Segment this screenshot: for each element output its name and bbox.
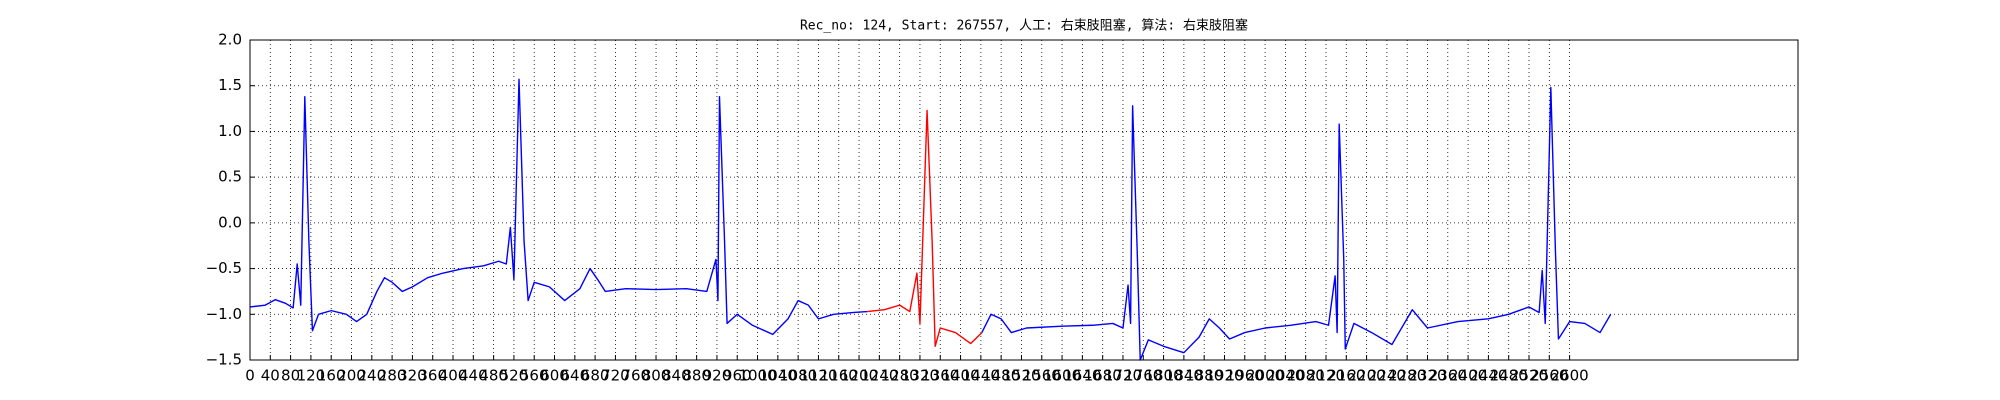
x-tick-label: 1000 <box>738 367 776 385</box>
x-tick-label: 160 <box>317 367 346 385</box>
x-tick-label: 120 <box>297 367 326 385</box>
x-tick-label: 1280 <box>881 367 919 385</box>
y-tick-label: 2.0 <box>218 31 242 49</box>
x-tick-label: 1840 <box>1165 367 1203 385</box>
chart-title: Rec_no: 124, Start: 267557, 人工: 右束肢阻塞, 算… <box>800 18 1248 34</box>
x-tick-label: 520 <box>500 367 529 385</box>
x-tick-label: 240 <box>357 367 386 385</box>
x-tick-label: 1400 <box>941 367 979 385</box>
y-tick-label: −1.5 <box>206 351 242 369</box>
x-tick-label: 1960 <box>1226 367 1264 385</box>
x-tick-label: 1800 <box>1144 367 1182 385</box>
x-tick-label: 1600 <box>1043 367 1081 385</box>
y-tick-label: 0.0 <box>218 213 242 231</box>
x-tick-label: 1440 <box>962 367 1000 385</box>
x-tick-label: 2400 <box>1449 367 1487 385</box>
x-tick-label: 640 <box>561 367 590 385</box>
plot-frame <box>249 39 1799 361</box>
x-tick-label: 1560 <box>1023 367 1061 385</box>
x-tick-label: 1760 <box>1124 367 1162 385</box>
x-tick-label: 1920 <box>1205 367 1243 385</box>
x-tick-label: 1360 <box>921 367 959 385</box>
x-tick-label: 920 <box>703 367 732 385</box>
x-tick-label: 720 <box>601 367 630 385</box>
x-tick-label: 1880 <box>1185 367 1223 385</box>
x-tick-label: 2080 <box>1287 367 1325 385</box>
ecg-line <box>249 78 1612 361</box>
x-tick-label: 200 <box>337 367 366 385</box>
x-tick-label: 1480 <box>982 367 1020 385</box>
y-tick-label: 1.0 <box>218 122 242 140</box>
y-tick-label: −1.0 <box>206 305 242 323</box>
y-tick-label: −0.5 <box>206 259 242 277</box>
x-tick-label: 2520 <box>1510 367 1548 385</box>
ecg-line <box>867 109 983 347</box>
x-tick-label: 2120 <box>1307 367 1345 385</box>
x-tick-label: 760 <box>621 367 650 385</box>
x-tick-label: 2000 <box>1246 367 1284 385</box>
x-tick-label: 2600 <box>1551 367 1589 385</box>
x-tick-label: 1200 <box>840 367 878 385</box>
x-tick-label: 400 <box>439 367 468 385</box>
x-tick-label: 1160 <box>820 367 858 385</box>
x-tick-label: 1040 <box>759 367 797 385</box>
x-tick-label: 2320 <box>1408 367 1446 385</box>
x-tick-label: 600 <box>540 367 569 385</box>
x-tick-label: 2440 <box>1469 367 1507 385</box>
x-tick-label: 2200 <box>1347 367 1385 385</box>
x-tick-label: 800 <box>642 367 671 385</box>
x-tick-label: 280 <box>378 367 407 385</box>
x-tick-label: 2560 <box>1530 367 1568 385</box>
x-tick-label: 440 <box>459 367 488 385</box>
x-tick-label: 2280 <box>1388 367 1426 385</box>
x-tick-label: 2160 <box>1327 367 1365 385</box>
x-tick-label: 320 <box>398 367 427 385</box>
x-tick-label: 880 <box>682 367 711 385</box>
x-tick-label: 2240 <box>1368 367 1406 385</box>
x-tick-label: 1320 <box>901 367 939 385</box>
x-tick-label: 1120 <box>799 367 837 385</box>
x-tick-label: 1240 <box>860 367 898 385</box>
x-tick-label: 0 <box>245 367 255 385</box>
y-tick-label: 0.5 <box>218 168 242 186</box>
x-tick-label: 2040 <box>1266 367 1304 385</box>
x-tick-label: 2480 <box>1490 367 1528 385</box>
y-tick-label: 1.5 <box>218 76 242 94</box>
x-tick-label: 560 <box>520 367 549 385</box>
x-tick-label: 1640 <box>1063 367 1101 385</box>
x-tick-label: 80 <box>281 367 300 385</box>
x-tick-label: 680 <box>581 367 610 385</box>
x-tick-label: 2360 <box>1429 367 1467 385</box>
x-tick-label: 1680 <box>1084 367 1122 385</box>
x-tick-label: 480 <box>479 367 508 385</box>
x-tick-label: 960 <box>723 367 752 385</box>
x-tick-label: 1080 <box>779 367 817 385</box>
x-tick-label: 1520 <box>1002 367 1040 385</box>
x-tick-label: 360 <box>418 367 447 385</box>
x-tick-label: 840 <box>662 367 691 385</box>
x-tick-label: 1720 <box>1104 367 1142 385</box>
x-tick-label: 40 <box>261 367 280 385</box>
